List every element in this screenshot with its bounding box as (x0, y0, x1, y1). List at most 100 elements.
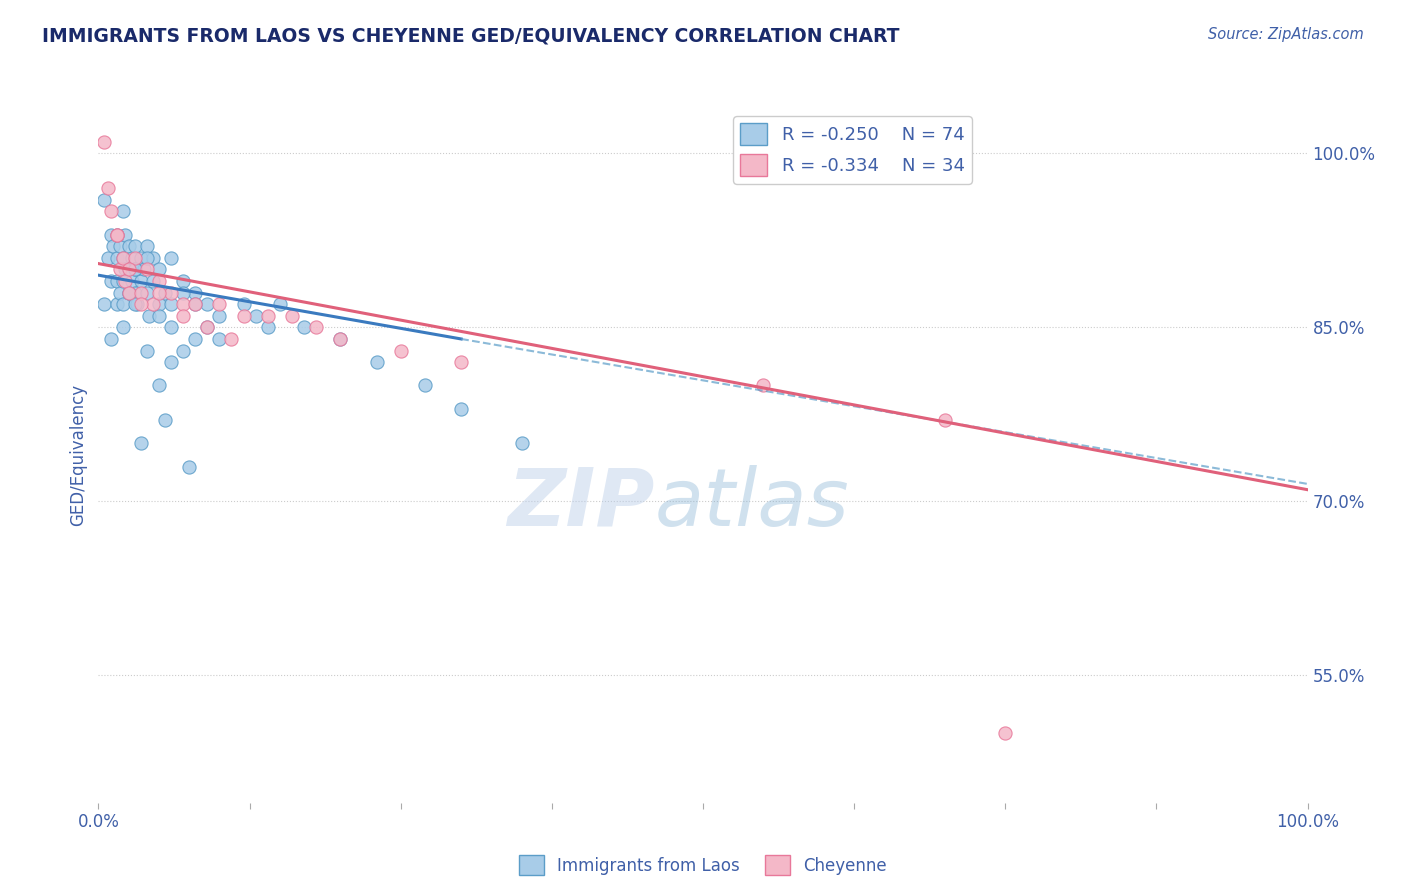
Point (142, 274, 165, 288)
Point (127, 297, 149, 311)
Point (124, 239, 146, 253)
Point (118, 285, 141, 300)
Point (135, 262, 157, 277)
Point (93, 297, 115, 311)
Point (232, 297, 254, 311)
Point (148, 309, 170, 323)
Point (153, 285, 176, 300)
Point (105, 251, 128, 265)
Point (184, 285, 207, 300)
Point (329, 332, 352, 346)
Point (184, 297, 207, 311)
Legend: Immigrants from Laos, Cheyenne: Immigrants from Laos, Cheyenne (512, 848, 894, 882)
Point (934, 413, 956, 427)
Point (195, 320, 218, 334)
Point (121, 251, 143, 265)
Point (256, 309, 278, 323)
Point (105, 297, 128, 311)
Point (148, 274, 170, 288)
Point (111, 297, 134, 311)
Point (172, 309, 194, 323)
Point (221, 332, 243, 346)
Point (100, 332, 122, 346)
Point (93, 193, 115, 207)
Point (232, 309, 254, 323)
Point (245, 309, 267, 323)
Point (142, 297, 165, 311)
Point (160, 320, 183, 334)
Point (153, 413, 176, 427)
Point (172, 285, 194, 300)
Point (195, 297, 218, 311)
Point (97, 251, 120, 265)
Point (114, 274, 136, 288)
Point (124, 262, 146, 277)
Point (172, 274, 194, 288)
Point (129, 297, 152, 311)
Text: atlas: atlas (655, 465, 849, 542)
Point (105, 274, 128, 288)
Point (135, 343, 157, 358)
Point (389, 343, 412, 358)
Point (160, 297, 183, 311)
Legend: R = -0.250    N = 74, R = -0.334    N = 34: R = -0.250 N = 74, R = -0.334 N = 34 (733, 116, 972, 184)
Point (118, 262, 141, 277)
Point (129, 251, 152, 265)
Point (179, 459, 201, 474)
Point (329, 332, 352, 346)
Point (208, 297, 231, 311)
Point (114, 262, 136, 277)
Point (413, 378, 436, 392)
Point (184, 332, 207, 346)
Point (129, 436, 152, 450)
Point (124, 297, 146, 311)
Point (121, 274, 143, 288)
Point (105, 227, 128, 242)
Point (129, 274, 152, 288)
Point (124, 251, 146, 265)
Point (184, 297, 207, 311)
Point (100, 204, 122, 219)
Point (124, 285, 146, 300)
Point (142, 251, 165, 265)
Point (510, 436, 533, 450)
Text: ZIP: ZIP (508, 465, 655, 542)
Point (148, 378, 170, 392)
Point (160, 285, 183, 300)
Point (134, 262, 156, 277)
Point (118, 285, 141, 300)
Point (111, 274, 134, 288)
Point (208, 332, 231, 346)
Point (124, 262, 146, 277)
Point (148, 285, 170, 300)
Point (450, 355, 472, 369)
Point (366, 355, 388, 369)
Point (135, 285, 157, 300)
Point (105, 227, 128, 242)
Point (269, 297, 291, 311)
Point (148, 262, 170, 277)
Point (138, 309, 160, 323)
Point (129, 285, 152, 300)
Point (101, 239, 124, 253)
Point (118, 239, 141, 253)
Point (994, 726, 1017, 740)
Point (105, 227, 128, 242)
Point (752, 378, 775, 392)
Text: IMMIGRANTS FROM LAOS VS CHEYENNE GED/EQUIVALENCY CORRELATION CHART: IMMIGRANTS FROM LAOS VS CHEYENNE GED/EQU… (42, 27, 900, 45)
Point (172, 343, 194, 358)
Point (111, 204, 134, 219)
Point (160, 355, 183, 369)
Point (256, 320, 278, 334)
Point (118, 285, 141, 300)
Point (108, 262, 131, 277)
Point (450, 401, 472, 416)
Point (160, 251, 183, 265)
Point (195, 320, 218, 334)
Point (97, 181, 120, 195)
Point (172, 297, 194, 311)
Point (208, 309, 231, 323)
Point (114, 227, 136, 242)
Point (135, 251, 157, 265)
Text: Source: ZipAtlas.com: Source: ZipAtlas.com (1208, 27, 1364, 42)
